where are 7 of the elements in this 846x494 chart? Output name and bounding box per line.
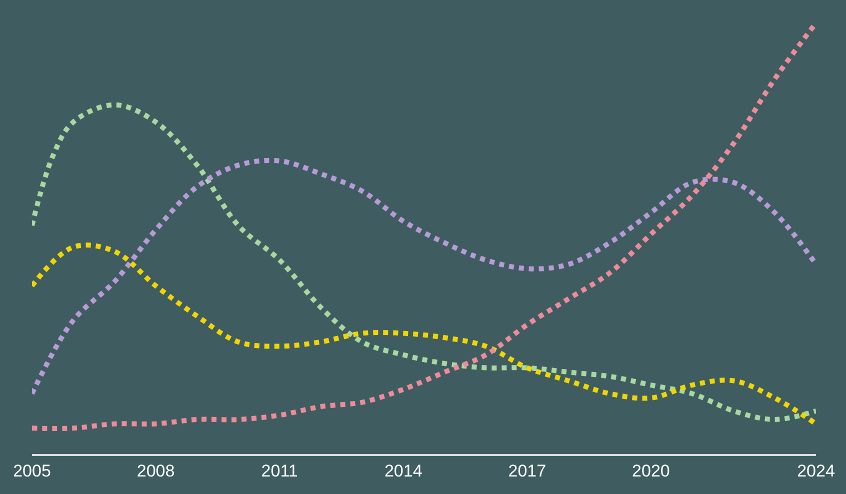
- x-tick-label: 2005: [13, 461, 51, 480]
- x-tick-label: 2017: [508, 461, 546, 480]
- x-tick-label: 2020: [632, 461, 670, 480]
- x-tick-label: 2011: [261, 461, 298, 480]
- x-tick-label: 2024: [797, 461, 835, 480]
- x-tick-label: 2008: [136, 461, 175, 480]
- x-tick-label: 2014: [384, 461, 422, 480]
